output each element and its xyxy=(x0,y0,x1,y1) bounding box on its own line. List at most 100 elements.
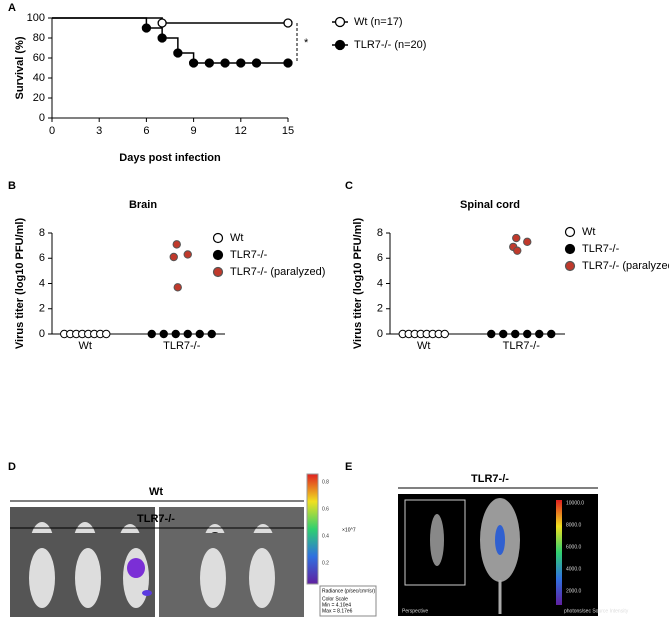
dot xyxy=(523,329,532,339)
dot xyxy=(535,329,544,339)
dot xyxy=(171,329,180,339)
dot xyxy=(183,329,192,339)
marker xyxy=(283,58,293,68)
scale-label: 0.2 xyxy=(322,560,329,566)
x-tick-label: 0 xyxy=(49,125,55,137)
y-tick-label: 6 xyxy=(39,252,45,264)
y-tick-label: 6 xyxy=(377,252,383,264)
legend-label: TLR7-/- (paralyzed) xyxy=(582,260,669,272)
legend-label: TLR7-/- xyxy=(582,243,620,255)
panel-label: D xyxy=(8,461,16,473)
scale-label: 6000.0 xyxy=(566,544,582,550)
dot xyxy=(547,329,556,339)
x-tick-label: TLR7-/- xyxy=(163,340,201,352)
dot xyxy=(512,233,521,243)
x-tick-label: Wt xyxy=(79,340,92,352)
y-axis-label: Virus titer (log10 PFU/ml) xyxy=(352,218,364,350)
dot xyxy=(147,329,156,339)
dot xyxy=(487,329,496,339)
y-tick-label: 8 xyxy=(377,227,383,239)
color-bar xyxy=(306,473,319,585)
x-tick-label: Wt xyxy=(417,340,430,352)
mouse-side xyxy=(430,514,444,566)
x-tick-label: 6 xyxy=(143,125,149,137)
scale-label: 10000.0 xyxy=(566,500,584,506)
marker xyxy=(141,23,152,33)
legend-label: Wt (n=17) xyxy=(354,16,403,28)
dot xyxy=(173,283,182,292)
x-axis-label: Days post infection xyxy=(119,152,221,164)
legend-label: Wt xyxy=(230,232,243,244)
scale-label: 0.8 xyxy=(322,479,329,485)
chart-title: Brain xyxy=(129,199,157,211)
dot xyxy=(440,329,449,339)
marker xyxy=(188,58,199,68)
scale-label: 0.4 xyxy=(322,533,329,539)
marker xyxy=(283,18,293,28)
color-bar xyxy=(556,500,562,605)
marker xyxy=(173,48,183,58)
marker xyxy=(204,58,214,68)
scale-min: Min = 4.10e4 xyxy=(322,602,351,608)
group-title: TLR7-/- xyxy=(137,513,175,525)
y-tick-label: 2 xyxy=(377,303,383,315)
legend-marker xyxy=(564,260,576,272)
dot xyxy=(172,240,181,249)
legend-label: TLR7-/- (n=20) xyxy=(354,39,426,51)
dot xyxy=(102,329,111,339)
y-tick-label: 4 xyxy=(39,277,45,289)
marker xyxy=(236,58,246,68)
x-tick-label: TLR7-/- xyxy=(503,340,541,352)
legend-marker xyxy=(564,226,576,238)
y-tick-label: 60 xyxy=(33,52,45,64)
group-title: TLR7-/- xyxy=(471,473,509,485)
scale-title: Color Scale xyxy=(322,596,348,602)
dot xyxy=(513,246,522,255)
legend-label: TLR7-/- (paralyzed) xyxy=(230,266,325,278)
scale-label: 0.6 xyxy=(322,506,329,512)
x-tick-label: 3 xyxy=(96,125,102,137)
x-tick-label: 9 xyxy=(191,125,197,137)
legend-marker xyxy=(334,39,346,51)
legend-label: Wt xyxy=(582,226,595,238)
dot xyxy=(195,329,204,339)
panel-label: B xyxy=(8,180,16,192)
y-tick-label: 0 xyxy=(377,328,383,340)
y-tick-label: 80 xyxy=(33,32,45,44)
scale-label: 8000.0 xyxy=(566,522,582,528)
signal xyxy=(142,590,152,596)
signal xyxy=(495,525,505,555)
dot xyxy=(169,252,178,262)
legend-marker xyxy=(212,266,224,278)
unit: Radiance (p/sec/cm²/sr) xyxy=(322,588,375,594)
dot xyxy=(511,329,520,339)
legend-marker xyxy=(212,249,224,261)
survival-line xyxy=(52,17,288,64)
legend-marker xyxy=(564,243,576,255)
unit: photons/sec Source Intensity xyxy=(564,608,629,614)
chart-title: Spinal cord xyxy=(460,199,520,211)
marker xyxy=(157,18,167,28)
signal xyxy=(127,558,145,578)
group-title: Wt xyxy=(149,486,163,498)
view: Perspective xyxy=(402,608,428,614)
marker xyxy=(157,33,167,43)
y-tick-label: 40 xyxy=(33,72,45,84)
image xyxy=(159,533,304,617)
y-tick-label: 0 xyxy=(39,328,45,340)
scale-box xyxy=(319,585,377,617)
y-tick-label: 20 xyxy=(33,92,45,104)
dot xyxy=(207,329,216,339)
dot xyxy=(499,329,508,339)
marker xyxy=(251,58,262,68)
panel-label: C xyxy=(345,180,353,192)
significance: * xyxy=(304,37,309,49)
panel-label: E xyxy=(345,461,352,473)
y-tick-label: 2 xyxy=(39,303,45,315)
legend-marker xyxy=(334,16,346,28)
y-tick-label: 4 xyxy=(377,277,383,289)
legend-label: TLR7-/- xyxy=(230,249,268,261)
panel-label: A xyxy=(8,2,16,14)
y-tick-label: 100 xyxy=(27,12,45,24)
